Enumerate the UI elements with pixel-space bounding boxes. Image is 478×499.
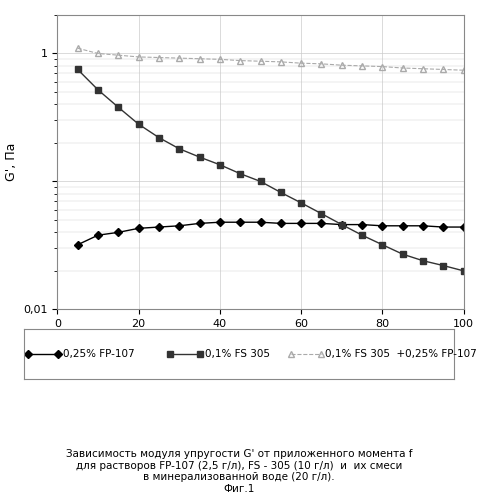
0,1% FS 305  +0,25% FP-107: [278, 59, 283, 65]
0,1% FS 305  +0,25% FP-107: [197, 56, 203, 62]
0,1% FS 305  +0,25% FP-107: [440, 66, 446, 72]
0,25% FP-107: [400, 223, 405, 229]
0,1% FS 305  +0,25% FP-107: [217, 56, 223, 62]
0,1% FS 305  +0,25% FP-107: [400, 65, 405, 71]
0,1% FS 305: [95, 87, 101, 93]
0,25% FP-107: [115, 230, 121, 236]
X-axis label: f, мН.м: f, мН.м: [238, 335, 283, 348]
0,25% FP-107: [217, 219, 223, 225]
0,1% FS 305: [278, 190, 283, 196]
Y-axis label: G', Па: G', Па: [5, 143, 18, 181]
0,1% FS 305  +0,25% FP-107: [237, 57, 243, 63]
0,25% FP-107: [176, 223, 182, 229]
0,25% FP-107: [380, 223, 385, 229]
0,25% FP-107: [278, 221, 283, 227]
0,25% FP-107: [156, 224, 162, 230]
Line: 0,25% FP-107: 0,25% FP-107: [75, 219, 467, 248]
0,1% FS 305: [298, 200, 304, 206]
0,1% FS 305  +0,25% FP-107: [461, 67, 467, 73]
0,1% FS 305: [339, 222, 345, 228]
0,25% FP-107: [359, 222, 365, 228]
0,1% FS 305: [440, 262, 446, 268]
0,1% FS 305: [136, 121, 141, 127]
0,1% FS 305: [75, 66, 80, 72]
0,1% FS 305  +0,25% FP-107: [420, 66, 426, 72]
Text: 0,1% FS 305  +0,25% FP-107: 0,1% FS 305 +0,25% FP-107: [325, 349, 477, 359]
0,1% FS 305: [217, 162, 223, 168]
0,1% FS 305  +0,25% FP-107: [339, 62, 345, 68]
0,1% FS 305  +0,25% FP-107: [298, 60, 304, 66]
Text: 0,25% FP-107: 0,25% FP-107: [63, 349, 134, 359]
0,1% FS 305: [237, 171, 243, 177]
0,1% FS 305  +0,25% FP-107: [156, 54, 162, 60]
Text: 0,1% FS 305: 0,1% FS 305: [205, 349, 270, 359]
0,1% FS 305: [156, 135, 162, 141]
0,1% FS 305  +0,25% FP-107: [136, 54, 141, 60]
0,25% FP-107: [258, 219, 263, 225]
Line: 0,1% FS 305  +0,25% FP-107: 0,1% FS 305 +0,25% FP-107: [74, 45, 467, 74]
0,1% FS 305  +0,25% FP-107: [75, 45, 80, 51]
0,25% FP-107: [318, 221, 324, 227]
0,25% FP-107: [461, 224, 467, 230]
0,1% FS 305: [461, 268, 467, 274]
0,1% FS 305: [359, 232, 365, 238]
0,1% FS 305: [318, 211, 324, 217]
0,1% FS 305  +0,25% FP-107: [95, 50, 101, 56]
0,1% FS 305  +0,25% FP-107: [258, 58, 263, 64]
0,25% FP-107: [298, 221, 304, 227]
0,25% FP-107: [339, 222, 345, 228]
0,1% FS 305: [176, 146, 182, 152]
Line: 0,1% FS 305: 0,1% FS 305: [74, 66, 467, 274]
0,25% FP-107: [75, 242, 80, 248]
0,1% FS 305: [400, 251, 405, 257]
0,25% FP-107: [95, 232, 101, 238]
0,1% FS 305  +0,25% FP-107: [359, 63, 365, 69]
0,25% FP-107: [197, 221, 203, 227]
0,1% FS 305  +0,25% FP-107: [318, 61, 324, 67]
0,1% FS 305: [420, 258, 426, 264]
0,1% FS 305: [258, 179, 263, 185]
0,25% FP-107: [237, 219, 243, 225]
0,25% FP-107: [136, 226, 141, 232]
0,1% FS 305: [115, 104, 121, 110]
0,1% FS 305  +0,25% FP-107: [115, 52, 121, 58]
0,1% FS 305  +0,25% FP-107: [176, 55, 182, 61]
0,25% FP-107: [440, 224, 446, 230]
0,1% FS 305: [197, 154, 203, 160]
0,25% FP-107: [420, 223, 426, 229]
0,1% FS 305  +0,25% FP-107: [380, 63, 385, 69]
0,1% FS 305: [380, 242, 385, 248]
Text: Зависимость модуля упругости G' от приложенного момента f
для растворов FP-107 (: Зависимость модуля упругости G' от прило…: [66, 449, 412, 494]
